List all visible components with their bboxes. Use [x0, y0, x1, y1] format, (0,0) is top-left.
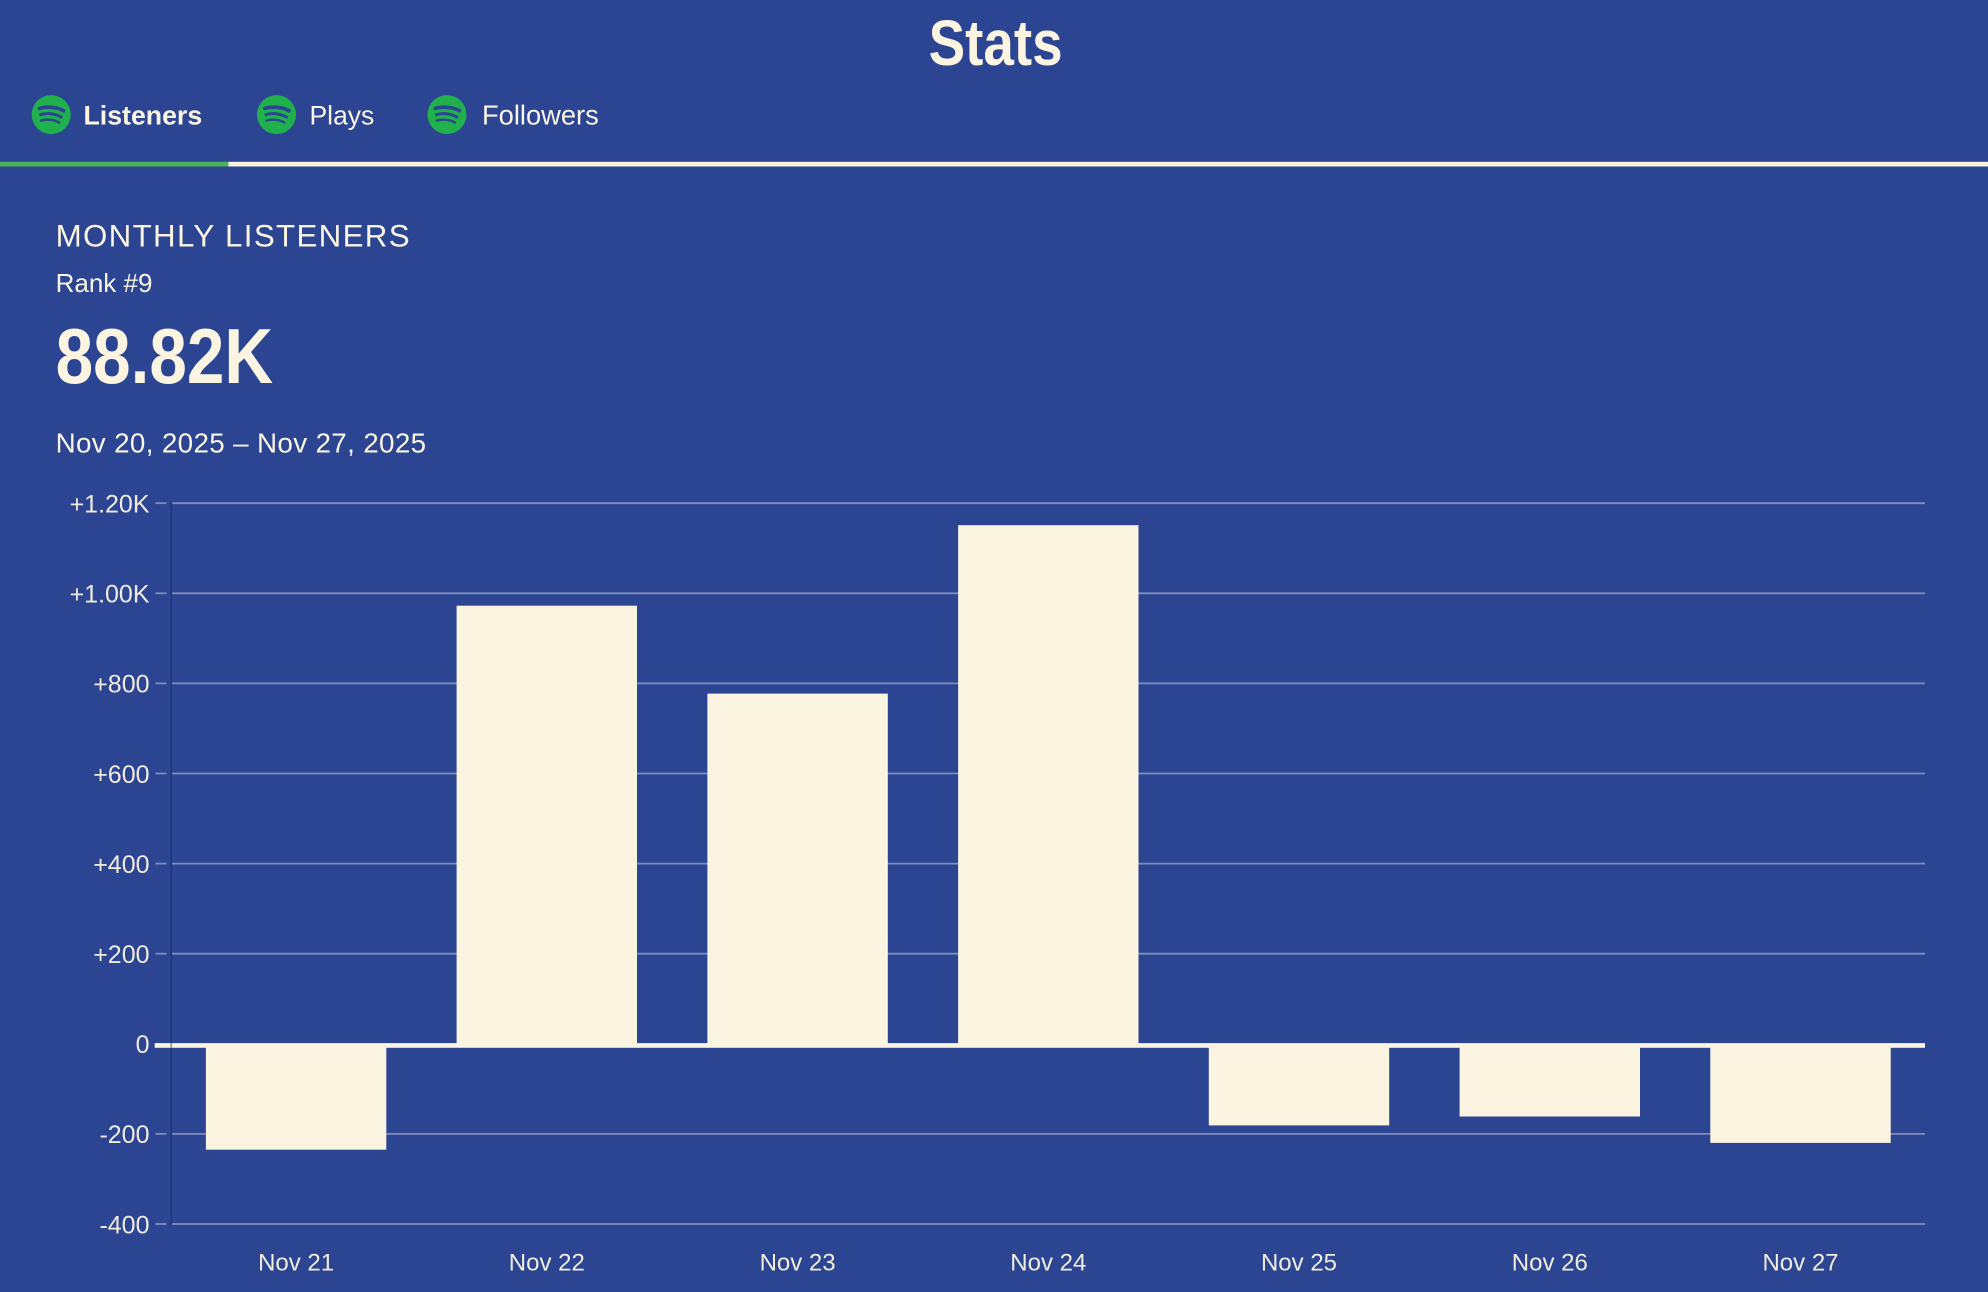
svg-text:+400: +400: [93, 851, 149, 879]
svg-text:+1.00K: +1.00K: [70, 581, 150, 609]
svg-text:Rank #9: Rank #9: [56, 268, 153, 298]
svg-text:+800: +800: [93, 671, 149, 699]
svg-text:0: 0: [136, 1031, 150, 1059]
svg-text:Listeners: Listeners: [84, 100, 203, 130]
svg-text:-400: -400: [99, 1211, 149, 1239]
svg-text:Nov 25: Nov 25: [1261, 1249, 1337, 1276]
svg-text:Nov 21: Nov 21: [258, 1249, 334, 1276]
svg-text:Plays: Plays: [310, 101, 375, 131]
svg-text:Nov 24: Nov 24: [1010, 1249, 1086, 1276]
svg-text:+1.20K: +1.20K: [70, 491, 150, 519]
svg-text:-200: -200: [99, 1121, 149, 1149]
svg-text:88.82K: 88.82K: [56, 314, 274, 400]
svg-text:MONTHLY LISTENERS: MONTHLY LISTENERS: [56, 218, 410, 253]
svg-text:+200: +200: [93, 941, 149, 969]
svg-text:Nov 23: Nov 23: [760, 1249, 836, 1276]
svg-text:Nov 22: Nov 22: [509, 1249, 585, 1276]
svg-text:+600: +600: [93, 761, 149, 789]
svg-text:Nov 20, 2025 – Nov 27, 2025: Nov 20, 2025 – Nov 27, 2025: [56, 428, 427, 459]
svg-text:Stats: Stats: [929, 7, 1063, 79]
svg-text:Followers: Followers: [482, 100, 599, 131]
svg-text:Nov 27: Nov 27: [1762, 1249, 1838, 1276]
svg-text:Nov 26: Nov 26: [1512, 1249, 1588, 1276]
